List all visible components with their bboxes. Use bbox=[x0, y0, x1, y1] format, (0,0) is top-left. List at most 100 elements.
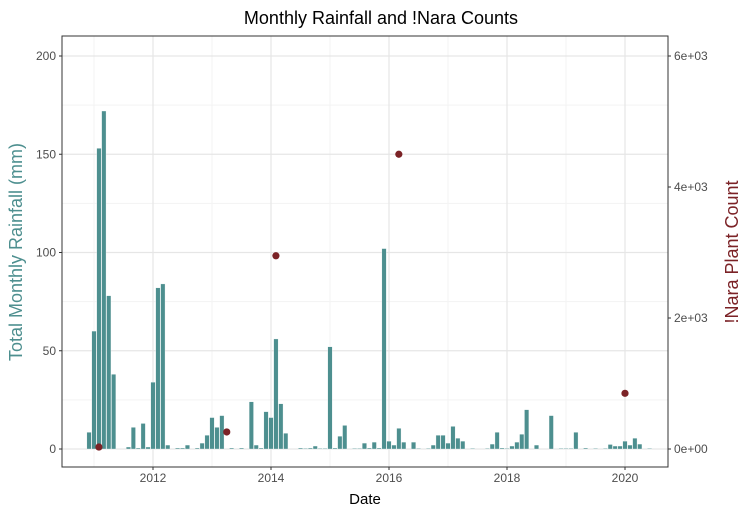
rainfall-bar bbox=[583, 447, 589, 450]
rainfall-bar bbox=[101, 110, 107, 450]
rainfall-bar bbox=[401, 441, 407, 450]
chart-title: Monthly Rainfall and !Nara Counts bbox=[244, 8, 518, 28]
rainfall-bar bbox=[165, 444, 171, 450]
rainfall-bar bbox=[86, 432, 92, 450]
rainfall-bar bbox=[239, 447, 244, 450]
rainfall-bar bbox=[386, 440, 392, 450]
rainfall-bar bbox=[307, 447, 313, 450]
rainfall-bar bbox=[460, 440, 466, 450]
rainfall-bar bbox=[352, 448, 357, 450]
rainfall-bar bbox=[593, 448, 598, 450]
rainfall-bar bbox=[376, 447, 382, 450]
rainfall-bar bbox=[519, 434, 525, 450]
rainfall-bar bbox=[150, 382, 156, 450]
rainfall-bar bbox=[435, 435, 441, 450]
rainfall-bar bbox=[303, 448, 308, 450]
axes: 0 50 100 150 200 2012 2014 2016 2018 2020 0e+00 2e+… bbox=[36, 49, 708, 485]
rainfall-bar bbox=[204, 435, 210, 450]
rainfall-bar bbox=[357, 448, 362, 450]
rainfall-bar bbox=[534, 444, 539, 450]
rainfall-bar bbox=[263, 411, 269, 450]
rainfall-bar bbox=[602, 448, 608, 450]
rainfall-bars bbox=[86, 110, 652, 450]
count-point bbox=[395, 150, 403, 158]
rainfall-bar bbox=[155, 287, 161, 450]
rainfall-bar bbox=[362, 442, 367, 450]
rainfall-bar bbox=[106, 295, 112, 450]
y-tick-label: 150 bbox=[36, 147, 56, 161]
rainfall-bar bbox=[558, 448, 564, 450]
rainfall-bar bbox=[612, 445, 618, 450]
y-tick-label: 0 bbox=[49, 442, 56, 456]
rainfall-bar bbox=[499, 447, 505, 450]
rainfall-bar bbox=[332, 447, 338, 450]
rainfall-bar bbox=[160, 283, 166, 450]
rainfall-bar bbox=[312, 445, 318, 450]
rainfall-bar bbox=[563, 448, 569, 450]
rainfall-bar bbox=[617, 445, 623, 450]
rainfall-bar bbox=[396, 428, 402, 450]
rainfall-bar bbox=[175, 447, 180, 450]
rainfall-bar bbox=[180, 447, 185, 450]
x-tick-label: 2014 bbox=[258, 471, 285, 485]
rainfall-bar bbox=[258, 447, 264, 450]
rainfall-bar bbox=[470, 448, 475, 450]
y-axis-label-left: Total Monthly Rainfall (mm) bbox=[6, 143, 26, 361]
rainfall-bar bbox=[416, 448, 421, 450]
rainfall-bar bbox=[91, 330, 97, 450]
plot-border bbox=[61, 35, 669, 468]
rainfall-bar bbox=[273, 338, 279, 450]
count-point bbox=[223, 428, 231, 436]
count-point bbox=[621, 389, 629, 397]
rainfall-bar bbox=[484, 448, 490, 450]
rainfall-bar bbox=[440, 435, 446, 450]
rainfall-bar bbox=[489, 443, 495, 450]
count-points bbox=[95, 150, 629, 451]
rainfall-bar bbox=[135, 447, 141, 450]
rainfall-bar bbox=[622, 440, 628, 450]
rainfall-bar bbox=[637, 443, 643, 450]
x-tick-label: 2018 bbox=[494, 471, 521, 485]
rainfall-bar bbox=[337, 436, 343, 450]
rainfall-bar bbox=[283, 433, 289, 450]
rainfall-bar bbox=[268, 417, 274, 450]
rainfall-bar bbox=[450, 426, 456, 450]
y-right-tick-label: 0e+00 bbox=[674, 442, 708, 456]
y-right-tick-label: 4e+03 bbox=[674, 180, 708, 194]
rainfall-bar bbox=[145, 446, 151, 450]
rainfall-bar bbox=[632, 438, 638, 450]
rainfall-bar bbox=[185, 444, 190, 450]
rainfall-bar bbox=[504, 448, 510, 450]
x-tick-label: 2012 bbox=[140, 471, 167, 485]
rainfall-bar bbox=[199, 442, 205, 450]
rainfall-bar bbox=[411, 441, 416, 450]
rainfall-bar bbox=[278, 403, 284, 450]
rainfall-bar bbox=[130, 427, 136, 450]
rainfall-bar bbox=[524, 409, 530, 450]
rainfall-bar bbox=[342, 425, 348, 450]
rainfall-bar bbox=[96, 148, 102, 450]
rainfall-bar bbox=[140, 423, 146, 450]
rainfall-bar bbox=[430, 444, 436, 450]
rainfall-bar bbox=[298, 447, 303, 450]
rainfall-bar bbox=[647, 448, 652, 450]
rainfall-bar bbox=[494, 432, 500, 450]
y-tick-label: 100 bbox=[36, 246, 56, 260]
rainfall-bar bbox=[371, 441, 377, 450]
x-tick-label: 2016 bbox=[376, 471, 403, 485]
rainfall-bar bbox=[111, 374, 117, 450]
rainfall-bar bbox=[445, 442, 451, 450]
rainfall-bar bbox=[573, 432, 579, 450]
y-right-tick-label: 2e+03 bbox=[674, 311, 708, 325]
rainfall-bar bbox=[627, 444, 633, 450]
rainfall-bar bbox=[455, 438, 461, 450]
y-axis-label-right: !Nara Plant Count bbox=[722, 180, 742, 323]
rainfall-bar bbox=[514, 441, 520, 450]
rainfall-bar bbox=[509, 445, 515, 450]
rainfall-bar bbox=[194, 447, 200, 450]
rainfall-bar bbox=[548, 415, 554, 450]
rainfall-bar bbox=[425, 448, 431, 450]
rainfall-bar bbox=[253, 444, 259, 450]
count-point bbox=[95, 443, 103, 451]
